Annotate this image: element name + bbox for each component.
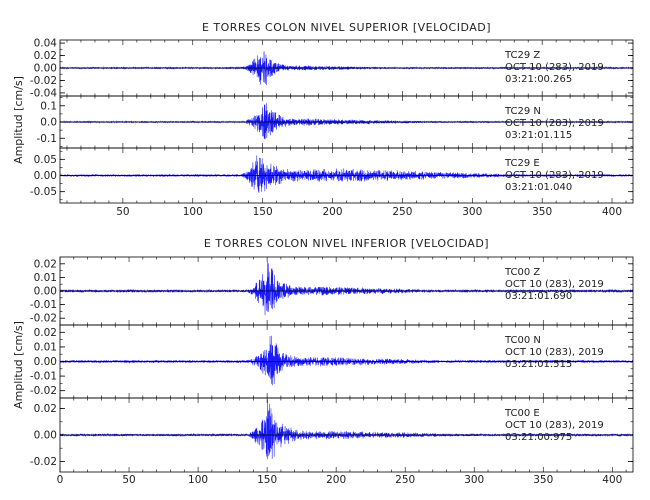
date-label: OCT 10 (283), 2019 <box>505 118 604 129</box>
chart-title: E TORRES COLON NIVEL SUPERIOR [VELOCIDAD… <box>202 21 491 34</box>
time-label: 03:21:01.115 <box>505 130 572 141</box>
x-tick-label: 100 <box>183 206 203 218</box>
seismogram-chart-2: E TORRES COLON NIVEL INFERIOR [VELOCIDAD… <box>12 237 634 486</box>
x-tick-label: 350 <box>532 206 552 218</box>
y-tick-label: 0.0 <box>40 117 57 129</box>
y-tick-label: 0.04 <box>34 38 58 50</box>
station-label: TC00 E <box>504 408 540 419</box>
x-tick-label: 150 <box>253 206 273 218</box>
y-tick-label: 0.00 <box>34 63 57 75</box>
seismogram-chart-1: E TORRES COLON NIVEL SUPERIOR [VELOCIDAD… <box>12 21 634 218</box>
date-label: OCT 10 (283), 2019 <box>505 62 604 73</box>
x-tick-label: 0 <box>57 474 64 486</box>
y-tick-label: 0.02 <box>34 258 57 270</box>
y-tick-label: -0.02 <box>30 313 57 325</box>
time-label: 03:21:01.515 <box>505 359 572 370</box>
y-axis-label: Amplitud [cm/s] <box>12 321 25 409</box>
station-label: TC00 N <box>504 335 541 346</box>
time-label: 03:21:01.690 <box>505 291 572 302</box>
y-tick-label: -0.05 <box>30 186 57 198</box>
x-tick-label: 100 <box>188 474 208 486</box>
x-tick-label: 50 <box>122 474 135 486</box>
x-tick-label: 250 <box>392 206 412 218</box>
x-tick-label: 50 <box>116 206 129 218</box>
x-tick-label: 250 <box>395 474 415 486</box>
x-tick-label: 350 <box>533 474 553 486</box>
x-tick-label: 400 <box>602 206 622 218</box>
x-tick-label: 400 <box>602 474 622 486</box>
y-tick-label: 0.00 <box>34 356 57 368</box>
station-label: TC29 E <box>504 158 540 169</box>
y-tick-label: 0.02 <box>34 327 57 339</box>
y-tick-label: -0.04 <box>30 87 57 99</box>
y-tick-label: -0.02 <box>30 75 57 87</box>
y-tick-label: -0.02 <box>30 385 57 397</box>
y-tick-label: 0.05 <box>34 154 57 166</box>
date-label: OCT 10 (283), 2019 <box>505 420 604 431</box>
y-tick-label: 0.00 <box>34 430 57 442</box>
y-tick-label: 0.1 <box>40 100 57 112</box>
x-tick-label: 300 <box>464 474 484 486</box>
time-label: 03:21:01.040 <box>505 182 572 193</box>
y-tick-label: -0.1 <box>37 133 58 145</box>
y-tick-label: -0.02 <box>30 456 57 468</box>
y-tick-label: 0.00 <box>34 286 57 298</box>
y-tick-label: 0.02 <box>34 50 57 62</box>
station-label: TC29 N <box>504 106 541 117</box>
date-label: OCT 10 (283), 2019 <box>505 170 604 181</box>
date-label: OCT 10 (283), 2019 <box>505 347 604 358</box>
y-tick-label: -0.01 <box>30 371 57 383</box>
time-label: 03:21:00.975 <box>505 432 572 443</box>
y-axis-label: Amplitud [cm/s] <box>12 76 25 164</box>
x-tick-label: 300 <box>462 206 482 218</box>
station-label: TC00 Z <box>504 267 540 278</box>
x-tick-label: 150 <box>257 474 277 486</box>
date-label: OCT 10 (283), 2019 <box>505 279 604 290</box>
y-tick-label: 0.01 <box>34 341 57 353</box>
y-tick-label: -0.01 <box>30 299 57 311</box>
y-tick-label: 0.01 <box>34 272 57 284</box>
x-tick-label: 200 <box>326 474 346 486</box>
time-label: 03:21:00.265 <box>505 74 572 85</box>
chart-title: E TORRES COLON NIVEL INFERIOR [VELOCIDAD… <box>204 237 489 250</box>
station-label: TC29 Z <box>504 50 540 61</box>
y-tick-label: 0.00 <box>34 170 57 182</box>
x-tick-label: 200 <box>323 206 343 218</box>
y-tick-label: 0.02 <box>34 403 57 415</box>
